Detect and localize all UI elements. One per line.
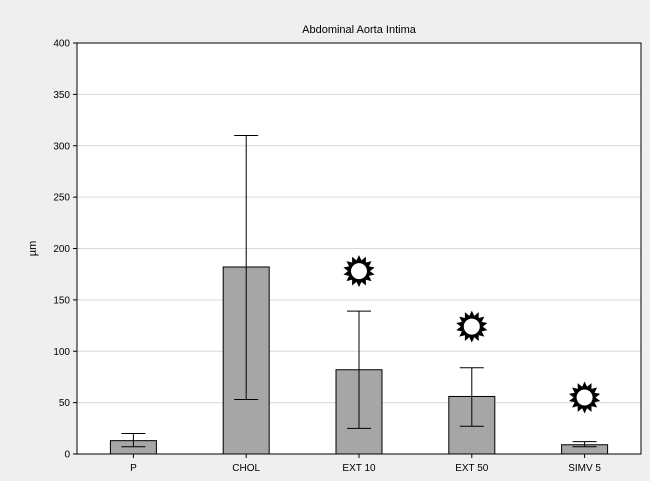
significance-markers xyxy=(343,255,601,414)
error-bars xyxy=(121,134,597,448)
significance-marker-center xyxy=(351,263,367,280)
chart-title: Abdominal Aorta Intima xyxy=(302,24,417,36)
significance-marker-center xyxy=(463,318,480,335)
y-axis-ticks: 0 50 100 150 200 250 300 350 400 xyxy=(53,39,77,461)
significance-marker-center xyxy=(576,389,593,406)
y-tick-label: 400 xyxy=(53,39,70,50)
y-tick-label: 0 xyxy=(64,450,70,461)
y-tick-label: 300 xyxy=(53,141,70,152)
y-axis-label: µm xyxy=(27,241,39,257)
y-tick-label: 350 xyxy=(53,90,70,101)
x-tick-label: EXT 10 xyxy=(342,463,376,474)
x-tick-label: CHOL xyxy=(232,463,260,474)
y-tick-label: 250 xyxy=(53,193,70,204)
y-tick-label: 150 xyxy=(53,295,70,306)
x-tick-label: P xyxy=(130,463,137,474)
gridlines xyxy=(77,93,641,404)
y-tick-label: 50 xyxy=(59,398,71,409)
y-tick-label: 100 xyxy=(53,347,70,358)
y-tick-label: 200 xyxy=(53,244,70,255)
x-axis-ticks: P CHOL EXT 10 EXT 50 SIMV 5 xyxy=(130,454,601,474)
x-tick-label: EXT 50 xyxy=(455,463,489,474)
x-tick-label: SIMV 5 xyxy=(568,463,601,474)
